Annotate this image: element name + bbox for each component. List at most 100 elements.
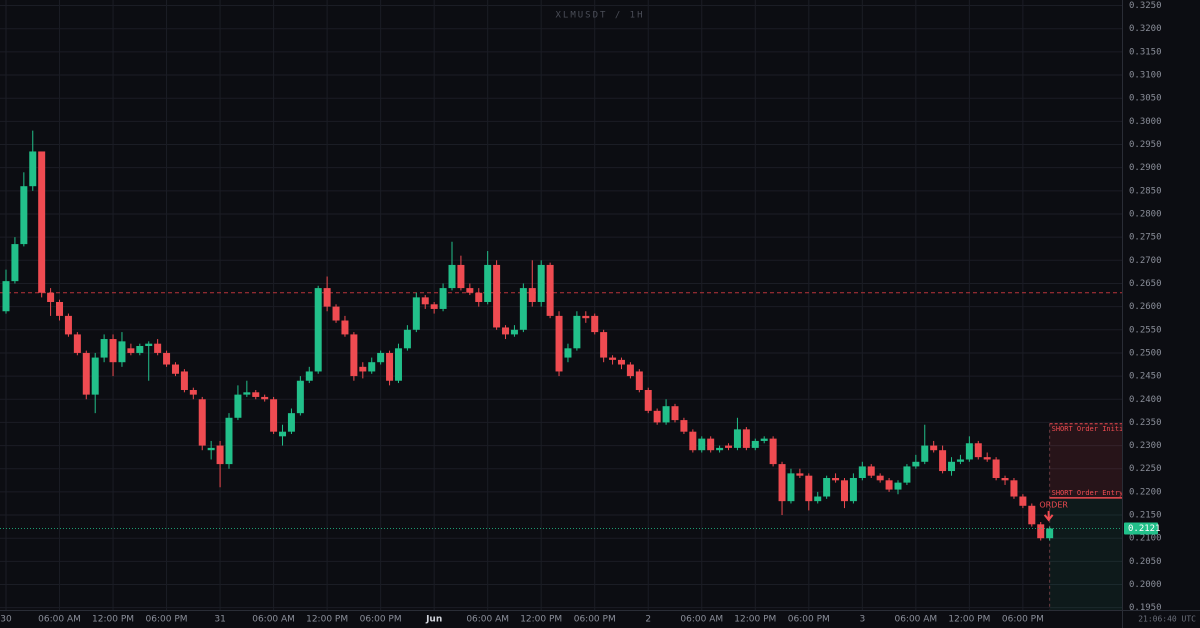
candle-body (725, 445, 733, 448)
candle-body (921, 445, 929, 462)
candle-body (2, 281, 10, 312)
y-tick-label: 0.2250 (1129, 464, 1162, 474)
y-tick-label: 0.2300 (1129, 441, 1162, 451)
candle-body (600, 332, 608, 358)
y-tick-label: 0.2400 (1129, 395, 1162, 405)
y-tick-label: 0.2150 (1129, 511, 1162, 521)
candle-body (332, 306, 340, 321)
candle-body (662, 406, 670, 423)
x-tick-label: 12:00 PM (734, 615, 776, 625)
x-tick-label: Jun (425, 615, 442, 625)
candle-body (939, 450, 947, 472)
candle-body (965, 443, 973, 460)
candle-body (20, 186, 28, 245)
candle-body (742, 429, 750, 448)
x-tick-label: 06:00 AM (252, 615, 295, 625)
candle-body (528, 288, 536, 302)
candle-body (412, 297, 420, 330)
candle-body (555, 315, 563, 372)
candle-body (1010, 480, 1018, 497)
candle-body (216, 445, 224, 465)
x-tick-label: 06:00 PM (146, 615, 188, 625)
candle-body (974, 443, 982, 458)
candle-body (832, 477, 840, 481)
candle-body (983, 457, 991, 460)
y-tick-label: 0.3200 (1129, 24, 1162, 34)
y-tick-label: 0.2650 (1129, 279, 1162, 289)
order-label: ORDER (1039, 500, 1068, 509)
candle-body (858, 466, 866, 478)
clock: 21:06:40 UTC (1138, 615, 1196, 624)
candle-body (992, 459, 1000, 478)
y-tick-label: 0.2200 (1129, 487, 1162, 497)
candle-body (234, 394, 242, 418)
stop-zone (1049, 423, 1122, 498)
candle-body (502, 327, 510, 335)
candle-body (805, 475, 813, 502)
x-tick-label: 12:00 PM (948, 615, 990, 625)
candle-body (386, 352, 394, 381)
candle-body (876, 475, 884, 481)
candle-body (11, 244, 19, 282)
x-tick-label: 2 (645, 615, 651, 625)
candle-body (243, 392, 251, 395)
candle-body (840, 480, 848, 502)
y-tick-label: 0.3150 (1129, 47, 1162, 57)
candle-body (394, 348, 402, 381)
candle-body (64, 315, 72, 335)
x-tick-label: 12:00 PM (92, 615, 134, 625)
y-tick-label: 0.2100 (1129, 534, 1162, 544)
y-tick-label: 0.2700 (1129, 256, 1162, 266)
candle-body (582, 315, 590, 319)
candle-body (38, 151, 46, 293)
candle-body (359, 366, 367, 372)
candle-body (350, 334, 358, 377)
candle-body (323, 288, 331, 307)
y-tick-label: 0.3100 (1129, 71, 1162, 81)
candle-body (475, 292, 483, 302)
x-tick-label: 12:00 PM (306, 615, 348, 625)
candle-body (546, 264, 554, 316)
stop-label: SHORT Order Initial (1052, 425, 1132, 433)
candle-body (867, 466, 875, 476)
y-tick-label: 0.2050 (1129, 557, 1162, 567)
x-tick-label: 12:00 PM (520, 615, 562, 625)
candle-body (814, 496, 822, 502)
y-tick-label: 0.3000 (1129, 117, 1162, 127)
candle-body (609, 357, 617, 360)
candle-body (671, 406, 679, 421)
candle-body (930, 445, 938, 451)
candle-body (537, 264, 545, 302)
candle-body (163, 352, 171, 365)
candle-body (225, 417, 233, 465)
candle-body (109, 339, 117, 363)
candle-body (430, 304, 438, 309)
x-tick-label: 06:00 PM (1002, 615, 1044, 625)
candle-body (198, 399, 206, 446)
candle-body (180, 371, 188, 390)
candle-body (635, 371, 643, 390)
candle-body (421, 297, 429, 305)
candle-body (466, 288, 474, 293)
x-tick-label: 3 (859, 615, 865, 625)
candle-body (689, 431, 697, 451)
candle-body (573, 315, 581, 349)
candle-body (377, 352, 385, 363)
y-tick-label: 0.2800 (1129, 209, 1162, 219)
candle-body (314, 288, 322, 372)
entry-label: SHORT Order Entry (1052, 489, 1124, 497)
x-tick-label: 06:00 AM (466, 615, 509, 625)
candle-body (698, 438, 706, 451)
x-tick-label: 31 (214, 615, 225, 625)
candle-body (796, 473, 804, 476)
candle-body (100, 339, 108, 358)
candle-body (760, 438, 768, 441)
y-tick-label: 0.3250 (1129, 1, 1162, 11)
candle-body (733, 429, 741, 448)
candle-body (1028, 505, 1036, 525)
candle-body (885, 480, 893, 490)
candle-body (849, 477, 857, 502)
y-tick-label: 0.2500 (1129, 348, 1162, 358)
candle-body (270, 399, 278, 432)
